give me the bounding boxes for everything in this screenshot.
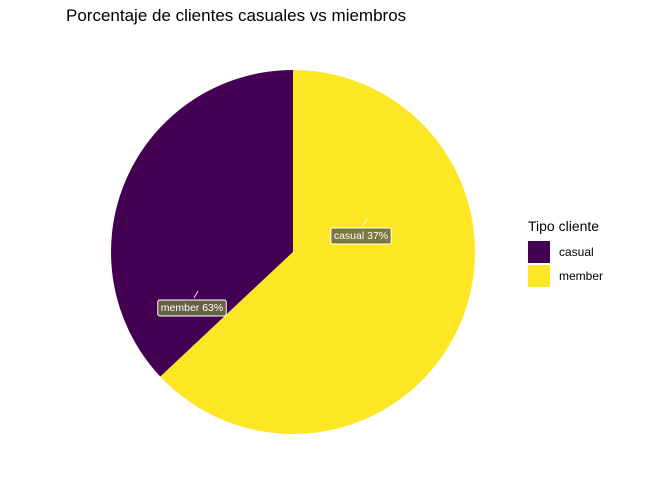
legend-swatch-casual bbox=[528, 240, 550, 263]
data-label-casual: casual 37% bbox=[330, 217, 392, 245]
data-label-casual-box bbox=[330, 227, 392, 245]
chart-title: Porcentaje de clientes casuales vs miemb… bbox=[66, 6, 407, 25]
legend-title: Tipo cliente bbox=[528, 218, 600, 234]
data-label-casual-text: casual 37% bbox=[334, 230, 388, 242]
data-label-member-leader bbox=[193, 290, 199, 299]
legend: Tipo cliente casual member bbox=[528, 218, 603, 288]
legend-item-casual: casual bbox=[528, 240, 603, 263]
pie-slice-casual bbox=[110, 70, 293, 377]
legend-label-member: member bbox=[559, 268, 604, 283]
pie-slice-member bbox=[160, 70, 475, 434]
data-label-member-box bbox=[157, 299, 227, 317]
data-label-member: member 63% bbox=[157, 290, 227, 317]
data-label-member-text: member 63% bbox=[161, 302, 223, 314]
legend-item-member: member bbox=[528, 264, 603, 287]
legend-label-casual: casual bbox=[559, 244, 594, 259]
data-label-casual-leader bbox=[362, 217, 368, 227]
legend-swatch-member bbox=[528, 264, 550, 287]
